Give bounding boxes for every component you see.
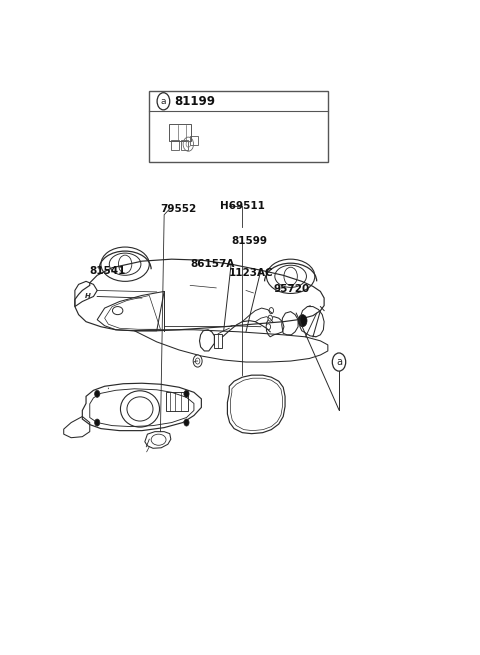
Text: 95720: 95720 [274,284,310,294]
Circle shape [157,93,170,110]
Text: 81541: 81541 [90,267,126,276]
Text: a: a [161,97,166,106]
Circle shape [332,353,346,371]
Text: a: a [336,357,342,367]
Circle shape [193,355,202,367]
Circle shape [266,324,271,329]
Circle shape [268,315,273,321]
Text: H: H [85,293,91,299]
Circle shape [95,419,100,426]
Text: 79552: 79552 [160,204,197,214]
Text: 81199: 81199 [175,95,216,108]
Circle shape [269,308,274,314]
Text: 81599: 81599 [231,236,267,246]
Circle shape [184,390,189,398]
FancyBboxPatch shape [149,91,328,162]
Circle shape [184,419,189,426]
Circle shape [298,314,307,327]
Text: 86157A: 86157A [190,259,235,269]
Circle shape [95,390,100,398]
Text: H69511: H69511 [220,200,265,211]
Text: 1123AC: 1123AC [229,268,274,278]
